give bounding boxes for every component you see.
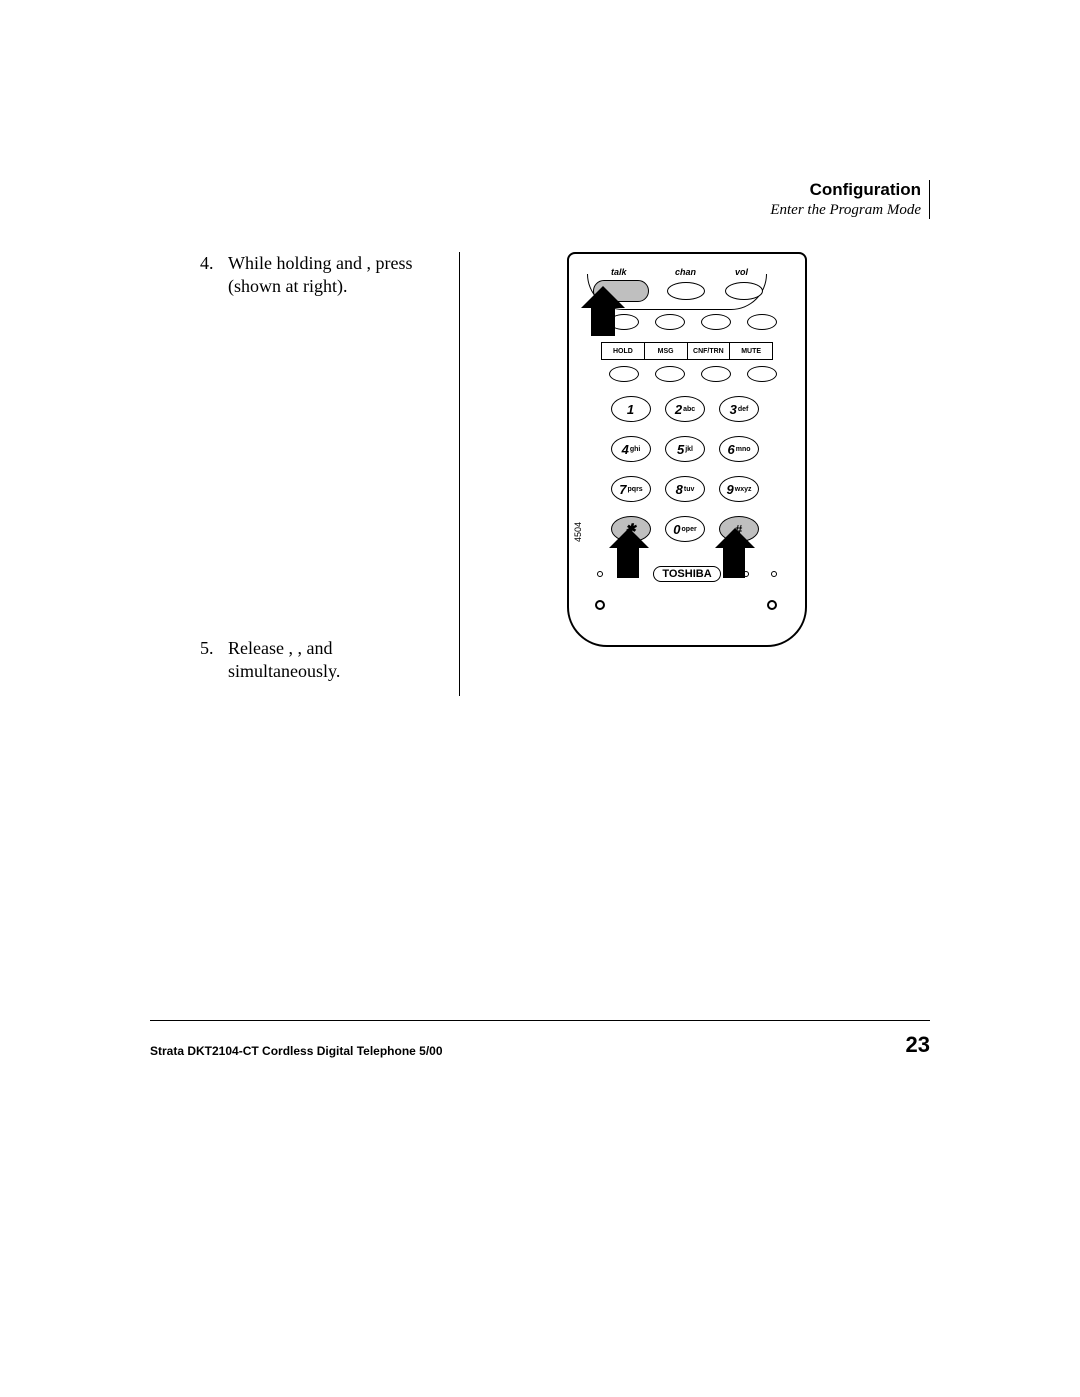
indicator-dot: [771, 571, 777, 577]
func-button: [747, 366, 777, 382]
key-5: 5jkl: [665, 436, 705, 462]
msg-label: MSG: [645, 343, 688, 359]
content-area: 4. While holding and , press (shown at r…: [200, 252, 930, 696]
key-letters: def: [738, 406, 749, 413]
func-button: [655, 366, 685, 382]
mute-label: MUTE: [730, 343, 772, 359]
key-num: 0: [673, 522, 680, 537]
arrow-talk-icon: [581, 286, 631, 342]
key-0: 0oper: [665, 516, 705, 542]
soft-button: [747, 314, 777, 330]
indicator-dot: [597, 571, 603, 577]
vol-button: [725, 282, 763, 300]
func-buttons-row: [609, 366, 777, 382]
key-letters: pqrs: [628, 486, 643, 493]
figure-number: 4504: [573, 522, 583, 542]
key-letters: mno: [736, 446, 751, 453]
step-number: 5.: [200, 637, 228, 684]
chan-button: [667, 282, 705, 300]
instructions-column: 4. While holding and , press (shown at r…: [200, 252, 460, 696]
function-labels: HOLD MSG CNF/TRN MUTE: [601, 342, 773, 360]
brand-logo: TOSHIBA: [653, 566, 720, 582]
screw-hole: [767, 600, 777, 610]
step-text: Release , , and simultaneously.: [228, 637, 447, 684]
soft-button: [701, 314, 731, 330]
vol-label: vol: [735, 267, 748, 277]
key-num: 1: [627, 402, 634, 417]
figure-column: talk chan vol HOLD MSG C: [460, 252, 890, 647]
key-6: 6mno: [719, 436, 759, 462]
key-7: 7pqrs: [611, 476, 651, 502]
func-button: [609, 366, 639, 382]
page-content: Configuration Enter the Program Mode 4. …: [150, 180, 930, 1240]
step-text: While holding and , press (shown at righ…: [228, 252, 447, 299]
step-4: 4. While holding and , press (shown at r…: [200, 252, 447, 299]
key-8: 8tuv: [665, 476, 705, 502]
page-number: 23: [906, 1032, 930, 1058]
arrow-hash-icon: [715, 528, 759, 584]
chan-label: chan: [675, 267, 696, 277]
key-4: 4ghi: [611, 436, 651, 462]
key-num: 2: [675, 402, 682, 417]
key-num: 5: [677, 442, 684, 457]
key-letters: oper: [682, 526, 697, 533]
step-5: 5. Release , , and simultaneously.: [200, 637, 447, 684]
hold-label: HOLD: [602, 343, 645, 359]
soft-buttons-row: [609, 314, 777, 330]
key-letters: jkl: [685, 446, 693, 453]
key-letters: abc: [683, 406, 695, 413]
step-number: 4.: [200, 252, 228, 299]
key-letters: ghi: [630, 446, 641, 453]
key-2: 2abc: [665, 396, 705, 422]
phone-diagram: talk chan vol HOLD MSG C: [567, 252, 807, 647]
key-3: 3def: [719, 396, 759, 422]
key-1: 1: [611, 396, 651, 422]
key-num: 7: [619, 482, 626, 497]
func-button: [701, 366, 731, 382]
arrow-star-icon: [609, 528, 653, 584]
header-subtitle: Enter the Program Mode: [770, 202, 921, 219]
page-header: Configuration Enter the Program Mode: [770, 180, 930, 219]
key-9: 9wxyz: [719, 476, 759, 502]
key-num: 4: [622, 442, 629, 457]
key-num: 9: [727, 482, 734, 497]
key-letters: wxyz: [735, 486, 752, 493]
key-letters: tuv: [684, 486, 695, 493]
footer-rule: [150, 1020, 930, 1021]
page-footer: Strata DKT2104-CT Cordless Digital Telep…: [150, 1032, 930, 1058]
two-column: 4. While holding and , press (shown at r…: [200, 252, 930, 696]
screw-hole: [595, 600, 605, 610]
key-num: 6: [727, 442, 734, 457]
header-title: Configuration: [770, 180, 921, 200]
footer-doc-title: Strata DKT2104-CT Cordless Digital Telep…: [150, 1044, 443, 1058]
talk-label: talk: [611, 267, 627, 277]
soft-button: [655, 314, 685, 330]
cnf-label: CNF/TRN: [688, 343, 731, 359]
key-num: 3: [730, 402, 737, 417]
key-num: 8: [676, 482, 683, 497]
